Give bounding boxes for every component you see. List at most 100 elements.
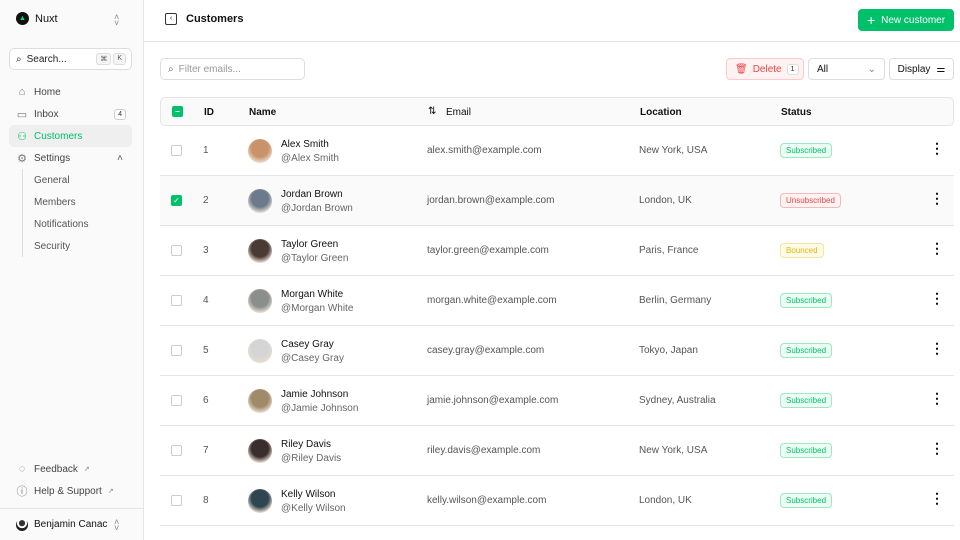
cell-handle: @Jordan Brown: [281, 203, 353, 214]
row-checkbox[interactable]: [171, 495, 182, 506]
cell-handle: @Casey Gray: [281, 353, 344, 364]
cell-id: 7: [203, 445, 209, 456]
cell-id: 4: [203, 295, 209, 306]
sidebar-item-general[interactable]: General: [34, 174, 70, 186]
user-menu[interactable]: Benjamin Canac ˄ ˅: [0, 508, 143, 540]
row-checkbox[interactable]: [171, 395, 182, 406]
column-id: ID: [204, 107, 214, 118]
chevron-down-icon: ⌄: [867, 63, 876, 75]
sidebar-item-settings[interactable]: ⚙ Settings ˄: [9, 147, 132, 169]
sidebar-item-home[interactable]: ⌂ Home: [9, 81, 132, 103]
table-row[interactable]: 5 Casey Gray @Casey Gray casey.gray@exam…: [160, 326, 954, 376]
sidebar-item-customers[interactable]: ⚇ Customers: [9, 125, 132, 147]
external-link-icon: ↗: [107, 488, 114, 495]
status-badge: Subscribed: [780, 343, 833, 358]
cell-name: Morgan White: [281, 289, 344, 300]
select-all-checkbox[interactable]: –: [172, 106, 183, 117]
kbd-k: K: [113, 53, 126, 65]
inbox-count-badge: 4: [114, 108, 126, 120]
sidebar-collapse-icon[interactable]: ‹: [165, 13, 177, 25]
cell-name: Riley Davis: [281, 439, 332, 450]
cell-location: Berlin, Germany: [639, 295, 712, 306]
sidebar-item-inbox[interactable]: ▭ Inbox 4: [9, 103, 132, 125]
row-checkbox[interactable]: [171, 445, 182, 456]
cell-email: jordan.brown@example.com: [427, 195, 555, 206]
display-button[interactable]: Display ⚌: [889, 58, 954, 80]
feedback-link[interactable]: ◌ Feedback ↗: [9, 458, 132, 480]
sidebar-item-label: Inbox: [34, 108, 59, 120]
cell-email: morgan.white@example.com: [427, 295, 557, 306]
filter-emails-input[interactable]: ⌕ Filter emails...: [160, 58, 305, 80]
cell-id: 5: [203, 345, 209, 356]
table-row[interactable]: 3 Taylor Green @Taylor Green taylor.gree…: [160, 226, 954, 276]
status-badge: Subscribed: [780, 393, 833, 408]
cell-email: casey.gray@example.com: [427, 345, 545, 356]
chat-bubble-icon: ◌: [18, 463, 26, 475]
row-actions-icon[interactable]: ⋮: [930, 190, 944, 206]
row-checkbox[interactable]: ✓: [171, 195, 182, 206]
cell-location: Sydney, Australia: [639, 395, 716, 406]
page-title: Customers: [186, 13, 244, 25]
cell-id: 3: [203, 245, 209, 256]
cell-handle: @Taylor Green: [281, 253, 349, 264]
new-customer-button[interactable]: + New customer: [858, 9, 954, 31]
avatar: [16, 518, 28, 531]
column-email[interactable]: Email: [446, 107, 472, 118]
sidebar-item-members[interactable]: Members: [34, 196, 76, 208]
cell-location: London, UK: [639, 195, 692, 206]
settings-submenu: General Members Notifications Security: [22, 169, 132, 257]
table-row[interactable]: ✓ 2 Jordan Brown @Jordan Brown jordan.br…: [160, 176, 954, 226]
row-actions-icon[interactable]: ⋮: [930, 340, 944, 356]
row-actions-icon[interactable]: ⋮: [930, 440, 944, 456]
sort-icon[interactable]: ⇅: [428, 106, 437, 117]
table-row[interactable]: 1 Alex Smith @Alex Smith alex.smith@exam…: [160, 126, 954, 176]
table-row[interactable]: 6 Jamie Johnson @Jamie Johnson jamie.joh…: [160, 376, 954, 426]
inbox-icon: ▭: [16, 108, 28, 121]
status-badge: Unsubscribed: [780, 193, 841, 208]
row-actions-icon[interactable]: ⋮: [930, 240, 944, 256]
chevron-up-down-icon: ˄ ˅: [114, 517, 120, 533]
status-select[interactable]: All ⌄: [808, 58, 885, 80]
avatar: [248, 239, 272, 263]
row-actions-icon[interactable]: ⋮: [930, 490, 944, 506]
row-actions-icon[interactable]: ⋮: [930, 290, 944, 306]
cell-name: Jamie Johnson: [281, 389, 349, 400]
cell-handle: @Jamie Johnson: [281, 403, 359, 414]
cell-name: Alex Smith: [281, 139, 329, 150]
row-actions-icon[interactable]: ⋮: [930, 390, 944, 406]
help-support-link[interactable]: ⓘ Help & Support ↗: [9, 480, 132, 502]
feedback-label: Feedback: [34, 463, 78, 475]
search-button[interactable]: ⌕ Search... ⌘ K: [9, 48, 132, 70]
kbd-cmd: ⌘: [96, 53, 112, 65]
table-row[interactable]: 4 Morgan White @Morgan White morgan.whit…: [160, 276, 954, 326]
team-switcher[interactable]: ▲ Nuxt: [16, 12, 58, 25]
cell-name: Taylor Green: [281, 239, 339, 250]
column-status: Status: [781, 107, 812, 118]
table-row[interactable]: 7 Riley Davis @Riley Davis riley.davis@e…: [160, 426, 954, 476]
delete-label: Delete: [752, 63, 782, 75]
sidebar-item-notifications[interactable]: Notifications: [34, 218, 89, 230]
sidebar-item-security[interactable]: Security: [34, 240, 71, 252]
avatar: [248, 389, 272, 413]
avatar: [248, 139, 272, 163]
cell-location: New York, USA: [639, 445, 708, 456]
chevron-up-down-icon[interactable]: ˄ ˅: [114, 12, 120, 28]
row-checkbox[interactable]: [171, 145, 182, 156]
external-link-icon: ↗: [83, 466, 90, 473]
cell-email: riley.davis@example.com: [427, 445, 541, 456]
cell-id: 8: [203, 495, 209, 506]
row-checkbox[interactable]: [171, 345, 182, 356]
delete-button[interactable]: 🗑︎ Delete 1: [726, 58, 804, 80]
status-badge: Subscribed: [780, 493, 833, 508]
row-actions-icon[interactable]: ⋮: [930, 140, 944, 156]
help-label: Help & Support: [34, 485, 102, 497]
row-checkbox[interactable]: [171, 295, 182, 306]
table-row[interactable]: 8 Kelly Wilson @Kelly Wilson kelly.wilso…: [160, 476, 954, 526]
chevron-up-icon: ˄: [117, 152, 123, 164]
cell-email: kelly.wilson@example.com: [427, 495, 547, 506]
plus-icon: +: [866, 12, 876, 28]
row-checkbox[interactable]: [171, 245, 182, 256]
avatar: [248, 289, 272, 313]
trash-icon: 🗑︎: [735, 63, 748, 75]
brand-name: Nuxt: [35, 12, 58, 25]
